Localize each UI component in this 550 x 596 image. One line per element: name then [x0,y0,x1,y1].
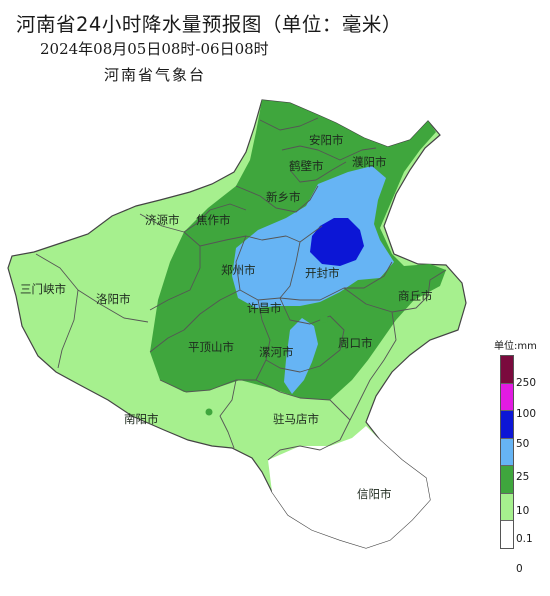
legend-tick-label: 10 [516,505,530,517]
legend-swatch [501,356,513,384]
city-label: 新乡市 [266,190,301,204]
city-label: 驻马店市 [273,412,319,426]
legend-tick-label: 250 [516,377,537,389]
legend-swatch [501,438,513,466]
city-label: 鹤壁市 [289,159,324,173]
legend-tick-label: 50 [516,438,530,450]
legend-tick-label: 0.1 [516,533,533,545]
city-label: 郑州市 [221,263,256,277]
legend-swatch [501,521,513,548]
city-label: 三门峡市 [20,282,66,296]
city-label: 安阳市 [309,133,344,147]
rain-speck [320,315,328,323]
legend-tick-label: 0 [516,563,523,575]
city-label: 信阳市 [357,487,392,501]
legend-color-scale [500,355,514,549]
zone-50-100mm [310,218,364,266]
zone-no-rain [268,426,430,548]
legend-tick-label: 25 [516,471,530,483]
legend-swatch [501,411,513,439]
city-label: 焦作市 [196,213,231,227]
city-label: 南阳市 [124,412,159,426]
legend-unit: 单位:mm [494,341,537,352]
city-label: 商丘市 [398,289,433,303]
legend-swatch [501,383,513,411]
prefecture-boundaries [35,117,447,461]
city-label: 平顶山市 [188,340,234,354]
legend-swatch [501,493,513,521]
city-label: 洛阳市 [96,292,131,306]
forecast-period: 2024年08月05日08时-06日08时 [40,40,269,58]
city-label: 漯河市 [259,345,294,359]
map-title: 河南省24小时降水量预报图（单位：毫米） [16,13,402,36]
city-label: 许昌市 [247,301,282,315]
city-label: 濮阳市 [352,155,387,169]
city-label: 济源市 [145,213,180,227]
rain-speck [205,408,213,416]
legend-swatch [501,466,513,494]
issuing-agency: 河南省气象台 [104,66,207,84]
city-label: 开封市 [305,266,340,280]
legend-tick-label: 100 [516,408,537,420]
zone-25-50mm-south [284,318,318,394]
city-label: 周口市 [338,336,373,350]
